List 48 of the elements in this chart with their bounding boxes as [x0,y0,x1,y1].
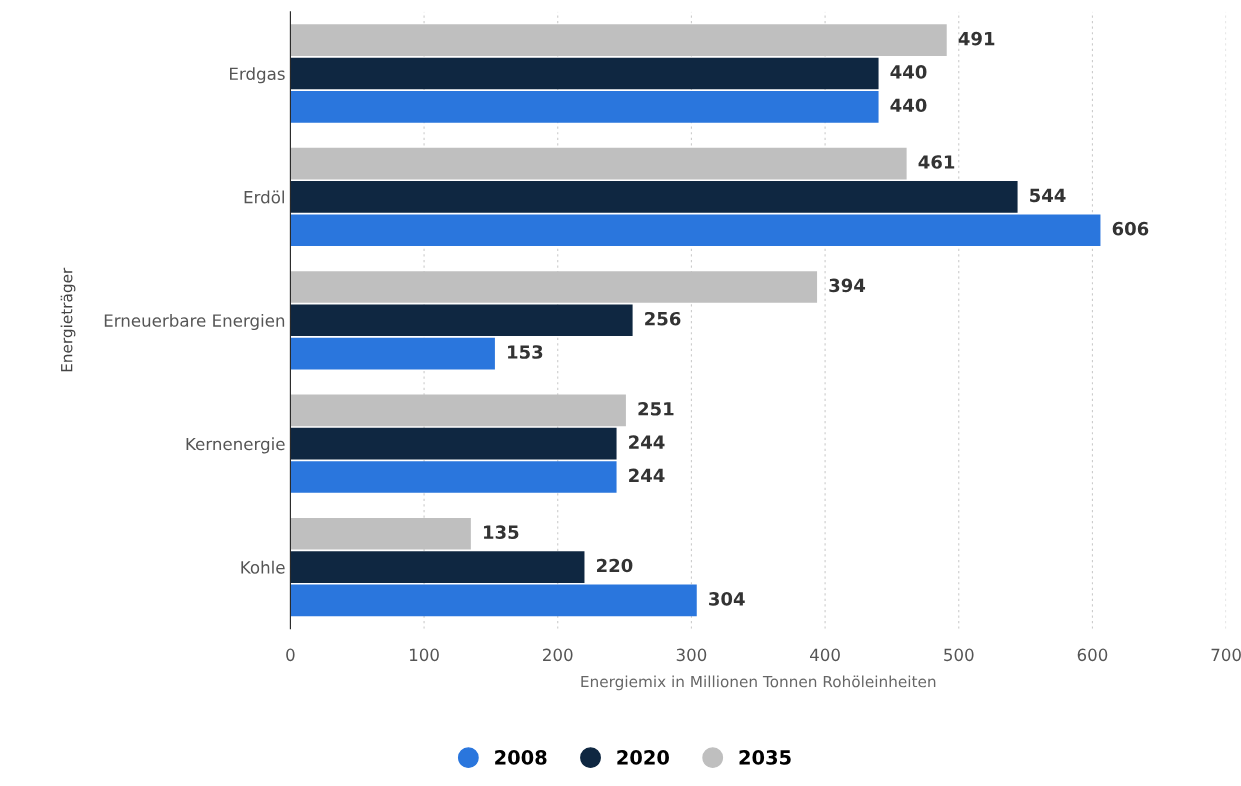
y-axis-title: Energieträger [60,267,76,372]
x-tick-label: 400 [810,648,840,662]
data-label: 440 [890,65,927,79]
data-label: 606 [1112,221,1149,236]
x-tick-label: 500 [944,648,974,662]
bar [290,214,1101,247]
bar [290,337,495,370]
bar [290,90,879,123]
data-label: 491 [958,31,995,46]
data-label: 135 [484,525,519,540]
x-tick-label: 200 [543,648,573,662]
bar [290,584,697,617]
bar [290,517,471,550]
data-label: 251 [638,401,674,416]
bar [290,147,907,180]
bar [290,57,879,90]
x-tick-label: 0 [286,648,295,662]
data-label: 153 [508,345,543,359]
data-label: 544 [1030,188,1066,203]
data-label: 304 [709,592,745,606]
data-label: 244 [629,435,665,449]
data-label: 394 [829,278,866,293]
data-label: 440 [890,98,927,113]
data-label: 244 [629,468,665,482]
legend-label: 2020 [617,750,669,765]
bar [290,24,947,56]
data-label: 461 [918,155,955,169]
legend-label: 2008 [495,750,547,765]
x-tick-label: 600 [1077,648,1108,662]
y-tick-label: Erdöl [244,190,284,204]
bar [290,181,1018,213]
bar [290,394,626,427]
legend-label: 2035 [739,750,791,765]
y-tick-label: Erdgas [230,67,285,84]
x-axis-title: Energiemix in Millionen Tonnen Rohöleinheiten [581,675,936,691]
x-tick-label: 300 [676,648,707,662]
data-label: 256 [645,311,681,326]
x-tick-label: 700 [1211,648,1241,662]
bar [290,461,617,493]
y-tick-label: Erneuerbare Energien [104,313,285,331]
y-tick-label: Kohle [241,560,285,574]
x-tick-label: 100 [409,648,439,662]
bar [290,427,617,460]
data-label: 220 [597,558,633,573]
bar [290,551,585,583]
bar [290,304,633,337]
y-tick-label: Kernenergie [186,437,285,454]
bar [290,271,818,303]
